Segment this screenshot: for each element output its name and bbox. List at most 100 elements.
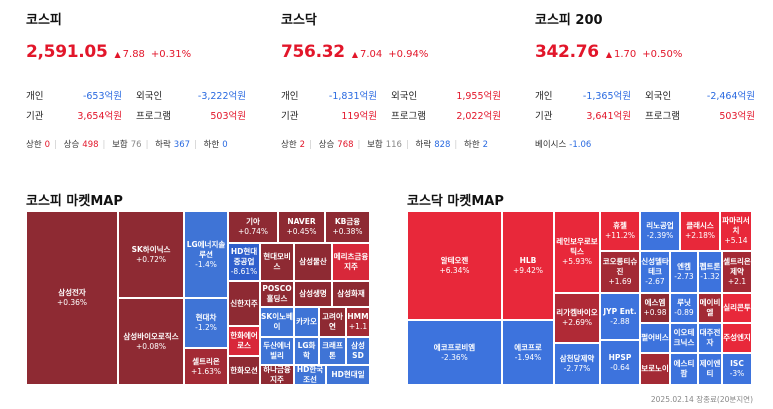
treemap-cell[interactable]: 삼성생명 bbox=[294, 281, 332, 307]
treemap-cell[interactable]: KB금융 +0.38% bbox=[325, 211, 370, 243]
treemap-cell[interactable]: 셀트리온 +1.63% bbox=[184, 348, 228, 385]
cell-change: +2.18% bbox=[684, 231, 716, 240]
treemap-cell[interactable]: 리노공업 -2.39% bbox=[640, 211, 680, 251]
treemap-cell[interactable]: 클래시스 +2.18% bbox=[680, 211, 720, 251]
treemap-cell[interactable]: 제이엔티 bbox=[698, 353, 722, 385]
treemap-cell[interactable]: 삼천당제약 -2.77% bbox=[554, 343, 600, 385]
treemap-cell[interactable]: 파마리서치 +5.14 bbox=[720, 211, 752, 251]
cell-name: 리가켐바이오 bbox=[556, 308, 598, 317]
treemap-cell[interactable]: LG화학 bbox=[294, 337, 319, 365]
investor-label: 개인 bbox=[281, 91, 299, 102]
treemap-cell[interactable]: 신성델타테크 -2.67 bbox=[640, 251, 670, 293]
treemap-cell[interactable]: SK이노베이 bbox=[260, 307, 294, 337]
treemap-cell[interactable]: HMM +1.1 bbox=[346, 307, 370, 337]
treemap-cell[interactable]: HD현대중공업 -8.61% bbox=[228, 243, 260, 281]
investor-value: -653억원 bbox=[82, 91, 122, 102]
cell-change: -2.88 bbox=[610, 316, 630, 326]
treemap-cell[interactable]: HD한국조선 bbox=[294, 365, 326, 385]
treemap-cell[interactable]: 보로노이 bbox=[640, 353, 670, 385]
treemap-cell[interactable]: 에코프로 -1.94% bbox=[502, 320, 554, 385]
cell-change: +6.34% bbox=[439, 265, 470, 275]
advance-decline-stats: 상한 0 | 상승 498 | 보합 76 | 하락 367 | 하한 0 bbox=[26, 140, 228, 150]
treemap-cell[interactable]: 현대차 -1.2% bbox=[184, 298, 228, 348]
kospi200-card[interactable]: 코스피 200 342.76 ▲ 1.70 +0.50% 개인 -1,365억원… bbox=[535, 9, 765, 150]
treemap-cell[interactable]: 에스엠 +0.98 bbox=[640, 293, 670, 323]
cell-name: 에코프로 bbox=[514, 342, 542, 352]
cell-name: 카카오 bbox=[296, 317, 317, 326]
treemap-cell[interactable]: 고려아연 bbox=[319, 307, 346, 337]
treemap-cell[interactable]: 한화오션 bbox=[228, 356, 260, 385]
treemap-cell[interactable]: HLB +9.42% bbox=[502, 211, 554, 320]
investor-label: 기관 bbox=[281, 111, 299, 122]
investor-value: -1,831억원 bbox=[328, 91, 377, 102]
treemap-cell[interactable]: 삼성SD bbox=[346, 337, 370, 365]
treemap-cell[interactable]: ISC -3% bbox=[722, 353, 752, 385]
treemap-cell[interactable]: 대주전자 bbox=[698, 323, 722, 353]
cell-name: 대주전자 bbox=[699, 328, 721, 347]
index-value: 756.32 bbox=[281, 42, 345, 62]
treemap-cell[interactable]: 현대모비스 bbox=[260, 243, 294, 281]
treemap-cell[interactable]: 엔켐 -2.73 bbox=[670, 251, 698, 293]
index-value: 2,591.05 bbox=[26, 42, 108, 62]
treemap-cell[interactable]: 삼성물산 bbox=[294, 243, 332, 281]
treemap-cell[interactable]: 레인보우로보틱스 +5.93% bbox=[554, 211, 600, 293]
cell-name: 보로노이 bbox=[641, 364, 669, 373]
cell-name: 한화오션 bbox=[230, 365, 258, 375]
cell-name: 코오롱티슈진 bbox=[602, 257, 638, 276]
treemap-cell[interactable]: LG에너지솔루션 -1.4% bbox=[184, 211, 228, 298]
kospi-card[interactable]: 코스피 2,591.05 ▲ 7.88 +0.31% 개인 -653억원 외국인… bbox=[26, 9, 256, 150]
treemap-cell[interactable]: POSCO홀딩스 bbox=[260, 281, 294, 307]
cell-change: -2.67 bbox=[645, 277, 665, 286]
basis-stat: 베이시스 -1.06 bbox=[535, 140, 592, 150]
treemap-cell[interactable]: HD현대일 bbox=[326, 365, 370, 385]
treemap-cell[interactable]: 펩트론 -1.32 bbox=[698, 251, 722, 293]
cell-change: +0.38% bbox=[332, 227, 363, 236]
treemap-cell[interactable]: 두산에너빌리 bbox=[260, 337, 294, 365]
treemap-cell[interactable]: 삼성바이오로직스 +0.08% bbox=[118, 298, 184, 385]
cell-name: SK하이닉스 bbox=[131, 244, 171, 254]
treemap-cell[interactable]: 펄어비스 bbox=[640, 323, 670, 353]
treemap-cell[interactable]: SK하이닉스 +0.72% bbox=[118, 211, 184, 298]
cell-name: 삼성전자 bbox=[58, 288, 86, 297]
index-change-pct: +0.94% bbox=[388, 49, 429, 60]
cell-name: HD한국조선 bbox=[296, 365, 324, 384]
treemap-cell[interactable]: 루닛 -0.89 bbox=[670, 293, 698, 323]
cell-change: -1.2% bbox=[195, 323, 217, 332]
treemap-cell[interactable]: 리가켐바이오 +2.69% bbox=[554, 293, 600, 343]
cell-name: ISC bbox=[730, 359, 744, 368]
treemap-cell[interactable]: 셀트리온제약 +2.1 bbox=[722, 251, 752, 293]
treemap-cell[interactable]: NAVER +0.45% bbox=[278, 211, 325, 243]
treemap-cell[interactable]: 한화에어로스 bbox=[228, 326, 260, 356]
treemap-cell[interactable]: JYP Ent. -2.88 bbox=[600, 293, 640, 340]
treemap-cell[interactable]: 이오테크닉스 bbox=[670, 323, 698, 353]
treemap-cell[interactable]: 하나금융지주 bbox=[260, 365, 294, 385]
treemap-cell[interactable]: 신한지주 bbox=[228, 281, 260, 326]
treemap-cell[interactable]: 삼성화재 bbox=[332, 281, 370, 307]
treemap-cell[interactable]: HPSP -0.64 bbox=[600, 340, 640, 385]
treemap-cell[interactable]: 메이비엘 bbox=[698, 293, 722, 323]
treemap-cell[interactable]: 주성엔지 bbox=[722, 323, 752, 353]
treemap-cell[interactable]: 삼성전자 +0.36% bbox=[26, 211, 118, 385]
cell-name: 알테오젠 bbox=[440, 255, 469, 265]
treemap-cell[interactable]: 알테오젠 +6.34% bbox=[407, 211, 502, 320]
investor-label: 프로그램 bbox=[391, 111, 426, 122]
investor-row: 개인 -1,831억원 외국인 1,955억원 bbox=[281, 88, 501, 102]
cell-change: +1.63% bbox=[190, 366, 222, 376]
treemap-cell[interactable]: 코오롱티슈진 +1.69 bbox=[600, 251, 640, 293]
treemap-cell[interactable]: 에코프로비엠 -2.36% bbox=[407, 320, 502, 385]
cell-name: 메이비엘 bbox=[699, 298, 721, 317]
cell-name: 에코프로비엠 bbox=[433, 342, 476, 352]
treemap-cell[interactable]: 카카오 bbox=[294, 307, 319, 337]
cell-change: +5.14 bbox=[724, 236, 748, 245]
treemap-cell[interactable]: 휴젤 +11.2% bbox=[600, 211, 640, 251]
up-arrow-icon: ▲ bbox=[351, 50, 358, 59]
treemap-cell[interactable]: 기아 +0.74% bbox=[228, 211, 278, 243]
cell-name: 삼성바이오로직스 bbox=[123, 331, 179, 341]
treemap-cell[interactable]: 크래프톤 bbox=[319, 337, 346, 365]
treemap-cell[interactable]: 메리츠금융지주 bbox=[332, 243, 370, 281]
treemap-cell[interactable]: 실리콘투 bbox=[722, 293, 752, 323]
treemap-cell[interactable]: 에스티팜 bbox=[670, 353, 698, 385]
cell-change: +1.1 bbox=[348, 322, 368, 331]
kosdaq-card[interactable]: 코스닥 756.32 ▲ 7.04 +0.94% 개인 -1,831억원 외국인… bbox=[281, 9, 511, 150]
cell-name: 에스티팜 bbox=[673, 359, 695, 378]
